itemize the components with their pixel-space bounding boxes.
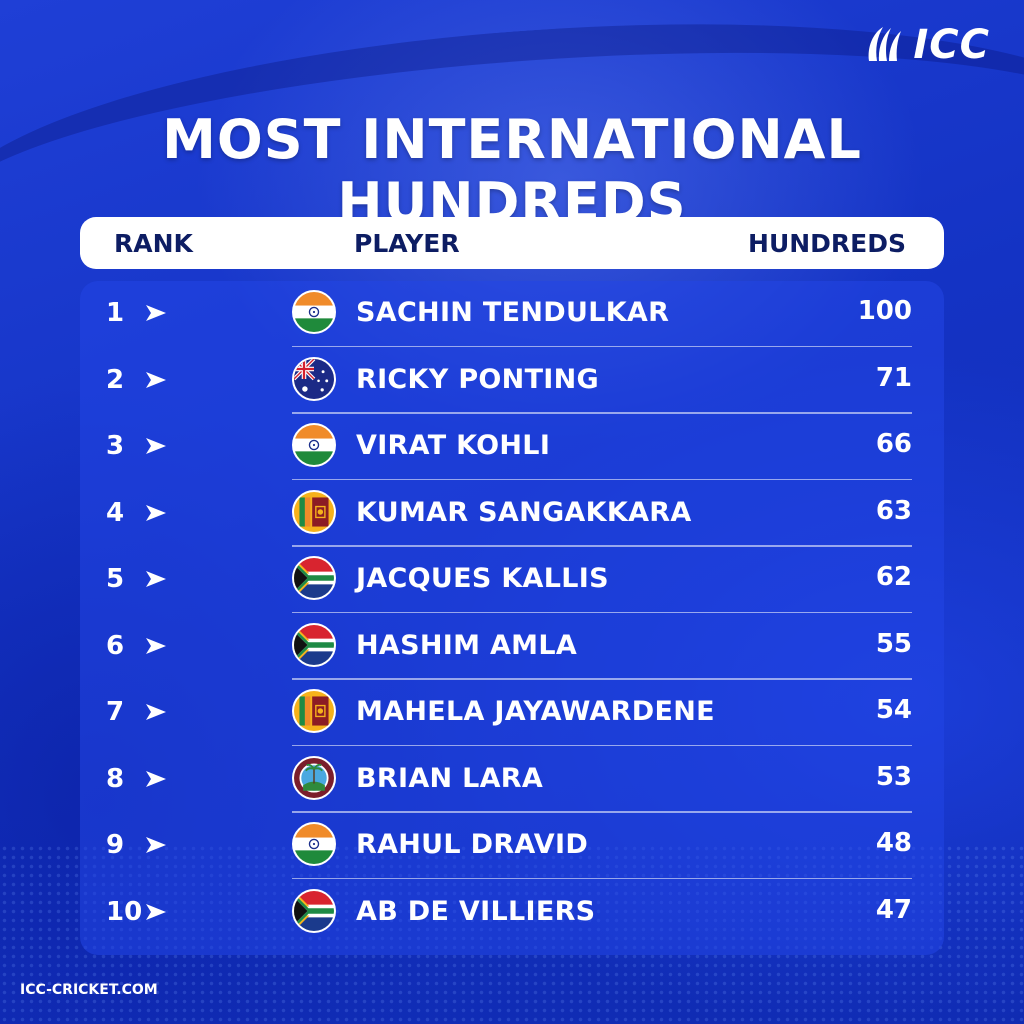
table-row: 3 VIRAT KOHLI 66 bbox=[80, 414, 944, 480]
website-url: ICC-CRICKET.COM bbox=[20, 982, 158, 998]
row-hundreds: 53 bbox=[875, 761, 912, 792]
table-header: RANK PLAYER HUNDREDS bbox=[80, 217, 944, 269]
row-rank: 1 bbox=[106, 298, 125, 328]
row-rank: 9 bbox=[106, 830, 125, 860]
row-divider bbox=[292, 811, 912, 813]
row-hundreds: 47 bbox=[875, 894, 912, 925]
row-rank: 5 bbox=[106, 564, 125, 594]
header-hundreds: HUNDREDS bbox=[748, 229, 906, 258]
logo-text: ICC bbox=[913, 22, 990, 68]
table-row: 5 JACQUES KALLIS 62 bbox=[80, 547, 944, 613]
header-player: PLAYER bbox=[354, 229, 460, 258]
table-row: 10 AB DE VILLIERS 47 bbox=[80, 880, 944, 946]
arrow-right-icon bbox=[146, 837, 166, 853]
arrow-right-icon bbox=[146, 438, 166, 454]
table-row: 9 RAHUL DRAVID 48 bbox=[80, 813, 944, 879]
arrow-right-icon bbox=[146, 371, 166, 388]
row-rank: 6 bbox=[106, 630, 125, 661]
row-divider bbox=[292, 744, 912, 746]
west-indies-flag-icon bbox=[292, 755, 336, 800]
india-flag-icon bbox=[292, 290, 336, 334]
row-divider bbox=[292, 678, 912, 680]
row-rank: 10 bbox=[106, 896, 143, 927]
row-player-name: AB DE VILLIERS bbox=[356, 895, 596, 927]
row-divider bbox=[292, 611, 912, 613]
row-player-name: BRIAN LARA bbox=[356, 762, 544, 794]
table-row: 4 KUMAR SANGAKKARA 63 bbox=[80, 481, 944, 547]
row-hundreds: 63 bbox=[875, 495, 912, 526]
row-hundreds: 48 bbox=[875, 828, 912, 858]
row-hundreds: 71 bbox=[875, 362, 912, 393]
row-divider bbox=[292, 412, 912, 414]
row-rank: 3 bbox=[106, 431, 125, 461]
south-africa-flag-icon bbox=[292, 622, 336, 667]
arrow-right-icon bbox=[146, 637, 166, 654]
row-divider bbox=[292, 478, 912, 480]
row-player-name: JACQUES KALLIS bbox=[356, 563, 609, 594]
south-africa-flag-icon bbox=[292, 556, 336, 600]
row-hundreds: 100 bbox=[857, 296, 912, 326]
row-player-name: MAHELA JAYAWARDENE bbox=[356, 696, 715, 727]
row-hundreds: 66 bbox=[875, 429, 912, 459]
table-row: 8 BRIAN LARA 53 bbox=[80, 747, 944, 813]
row-player-name: KUMAR SANGAKKARA bbox=[356, 496, 692, 528]
table-row: 2 RICKY PONTING 71 bbox=[80, 348, 944, 414]
row-player-name: SACHIN TENDULKAR bbox=[356, 297, 670, 328]
australia-flag-icon bbox=[292, 356, 336, 401]
row-player-name: RICKY PONTING bbox=[356, 363, 599, 395]
india-flag-icon bbox=[292, 423, 336, 467]
sri-lanka-flag-icon bbox=[292, 689, 336, 733]
arrow-right-icon bbox=[146, 903, 166, 920]
row-hundreds: 55 bbox=[875, 628, 912, 659]
india-flag-icon bbox=[292, 822, 336, 866]
page-title: MOST INTERNATIONAL HUNDREDS bbox=[162, 108, 862, 234]
table-row: 7 MAHELA JAYAWARDENE 54 bbox=[80, 680, 944, 746]
row-rank: 8 bbox=[106, 763, 125, 794]
header-rank: RANK bbox=[114, 229, 193, 258]
row-divider bbox=[292, 345, 912, 347]
arrow-right-icon bbox=[146, 571, 166, 587]
row-player-name: HASHIM AMLA bbox=[356, 629, 578, 661]
row-divider bbox=[292, 877, 912, 879]
row-divider bbox=[292, 545, 912, 547]
row-rank: 7 bbox=[106, 697, 125, 727]
row-rank: 4 bbox=[106, 497, 125, 528]
rankings-table: 1 SACHIN TENDULKAR 100 2 RICKY PONTING 71 3 … bbox=[80, 281, 944, 955]
table-row: 6 HASHIM AMLA 55 bbox=[80, 614, 944, 680]
row-player-name: RAHUL DRAVID bbox=[356, 829, 589, 860]
arrow-right-icon bbox=[146, 770, 166, 787]
arrow-right-icon bbox=[146, 504, 166, 521]
arrow-right-icon bbox=[146, 305, 166, 321]
table-row: 1 SACHIN TENDULKAR 100 bbox=[80, 281, 944, 347]
arrow-right-icon bbox=[146, 704, 166, 720]
icc-emblem-icon bbox=[869, 27, 902, 61]
sri-lanka-flag-icon bbox=[292, 489, 336, 534]
row-hundreds: 62 bbox=[875, 562, 912, 592]
row-rank: 2 bbox=[106, 364, 125, 395]
icc-logo: ICC bbox=[863, 22, 990, 68]
south-africa-flag-icon bbox=[292, 888, 336, 933]
row-hundreds: 54 bbox=[875, 695, 912, 725]
row-player-name: VIRAT KOHLI bbox=[356, 430, 551, 461]
